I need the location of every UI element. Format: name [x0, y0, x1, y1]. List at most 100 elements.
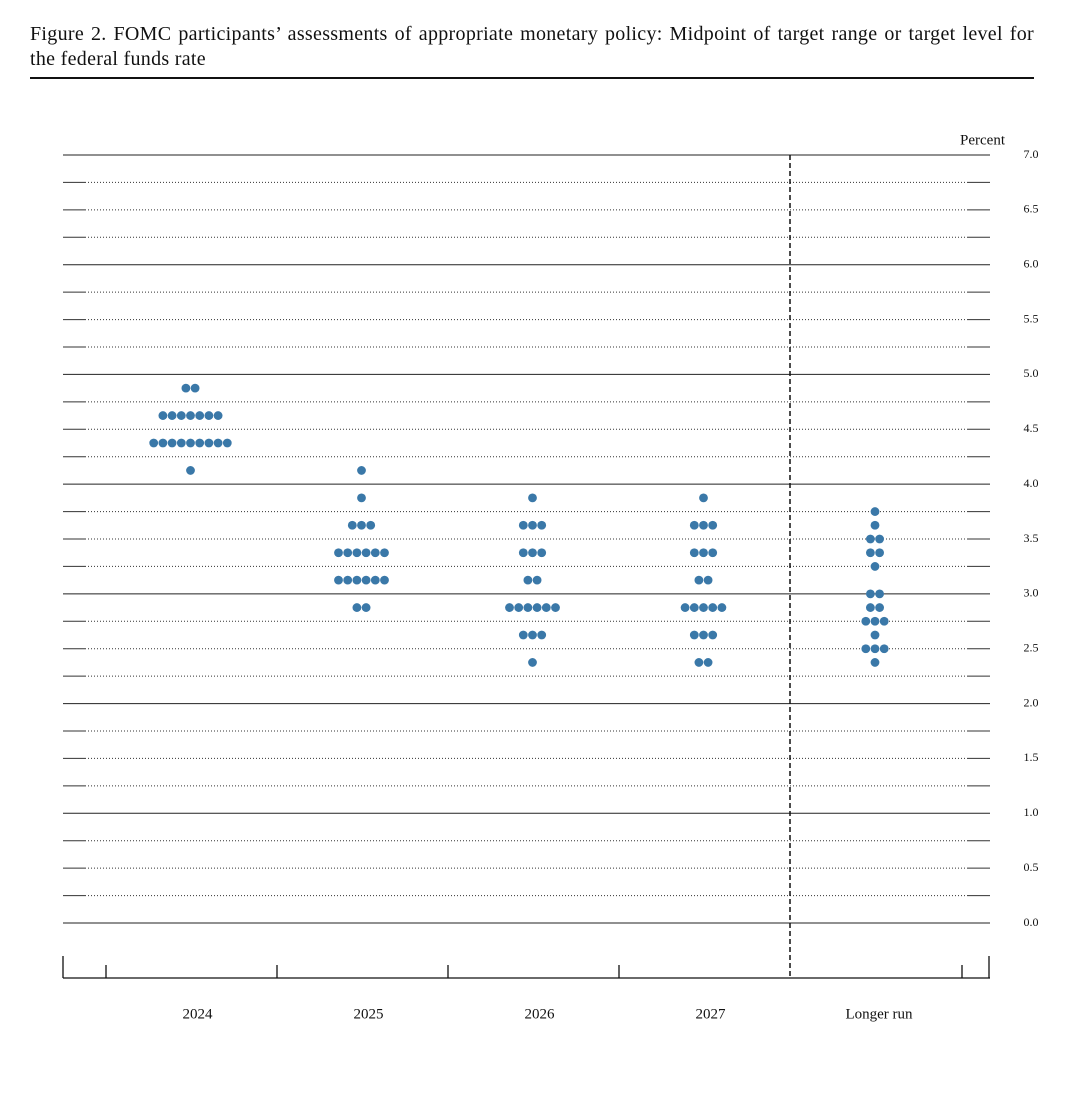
y-tick-label: 1.5: [1024, 750, 1039, 764]
dot: [343, 548, 353, 558]
dot: [870, 630, 880, 640]
dot: [167, 411, 177, 420]
dot: [176, 411, 186, 420]
dot: [190, 383, 200, 393]
dot: [186, 438, 195, 448]
dot: [541, 603, 551, 612]
dot: [505, 603, 514, 612]
title-rule: [30, 77, 1034, 79]
dot: [204, 411, 214, 420]
y-tick-label: 6.5: [1024, 202, 1039, 216]
dot: [523, 575, 533, 585]
dot: [708, 603, 718, 612]
dot: [866, 589, 875, 599]
dot: [528, 658, 537, 667]
y-tick-label: 0.0: [1024, 915, 1039, 929]
dot: [870, 658, 880, 667]
dot: [514, 603, 524, 612]
dot: [213, 411, 223, 420]
y-tick-label: 3.0: [1024, 586, 1039, 600]
dot: [870, 644, 880, 654]
y-axis-label: Percent: [960, 132, 1006, 148]
dot: [699, 603, 708, 612]
dot: [870, 507, 880, 516]
dot: [347, 520, 357, 530]
dot: [694, 658, 704, 667]
dot: [334, 548, 343, 558]
dot: [689, 548, 699, 558]
dot: [875, 548, 884, 558]
dot: [875, 534, 884, 544]
dot: [703, 575, 713, 585]
dot: [861, 644, 871, 654]
dot: [195, 411, 205, 420]
y-tick-label: 7.0: [1024, 147, 1039, 161]
dot: [361, 548, 371, 558]
y-tick-label: 6.0: [1024, 256, 1039, 270]
y-tick-label: 5.0: [1024, 366, 1039, 380]
dot: [532, 575, 542, 585]
dot: [352, 548, 362, 558]
dot: [149, 438, 159, 448]
dot: [370, 575, 380, 585]
dot: [195, 438, 205, 448]
dot: [689, 603, 699, 612]
dot: [708, 520, 718, 530]
dot: [357, 493, 366, 503]
dot: [689, 630, 699, 640]
y-tick-label: 1.0: [1024, 805, 1039, 819]
dot: [866, 603, 875, 612]
dot: [361, 603, 371, 612]
dot: [181, 383, 191, 393]
dot: [870, 616, 880, 626]
y-tick-label: 4.5: [1024, 421, 1039, 435]
dot: [875, 589, 884, 599]
y-tick-label: 2.0: [1024, 695, 1039, 709]
x-tick-label: 2025: [354, 1006, 384, 1022]
dot: [861, 616, 871, 626]
dot: [176, 438, 186, 448]
dot: [167, 438, 177, 448]
dot: [537, 520, 547, 530]
dot: [551, 603, 560, 612]
dot: [158, 411, 168, 420]
x-tick-label: Longer run: [845, 1006, 913, 1022]
x-tick-label: 2024: [183, 1006, 214, 1022]
dot: [870, 520, 880, 530]
dot: [380, 575, 389, 585]
dot: [343, 575, 353, 585]
dot: [528, 493, 537, 503]
dot: [352, 575, 362, 585]
dot: [213, 438, 223, 448]
y-tick-label: 4.0: [1024, 476, 1039, 490]
dot: [870, 562, 880, 571]
dot: [186, 466, 195, 475]
dot: [352, 603, 362, 612]
dot: [357, 466, 366, 475]
dot: [699, 493, 708, 503]
y-tick-label: 2.5: [1024, 640, 1039, 654]
dot: [518, 520, 528, 530]
dot: [708, 548, 718, 558]
dot: [357, 520, 366, 530]
dot: [518, 548, 528, 558]
dot: [204, 438, 214, 448]
chart-title: Figure 2. FOMC participants’ assessments…: [30, 23, 1034, 70]
dot: [361, 575, 371, 585]
dot: [537, 630, 547, 640]
dot: [528, 520, 537, 530]
dot: [370, 548, 380, 558]
dot: [703, 658, 713, 667]
dot: [158, 438, 168, 448]
dot: [523, 603, 533, 612]
dot: [528, 548, 537, 558]
dot: [532, 603, 542, 612]
dot: [866, 548, 875, 558]
dot: [528, 630, 537, 640]
dot: [879, 644, 889, 654]
dot: [699, 520, 708, 530]
dot: [699, 548, 708, 558]
dot: [694, 575, 704, 585]
dot: [875, 603, 884, 612]
